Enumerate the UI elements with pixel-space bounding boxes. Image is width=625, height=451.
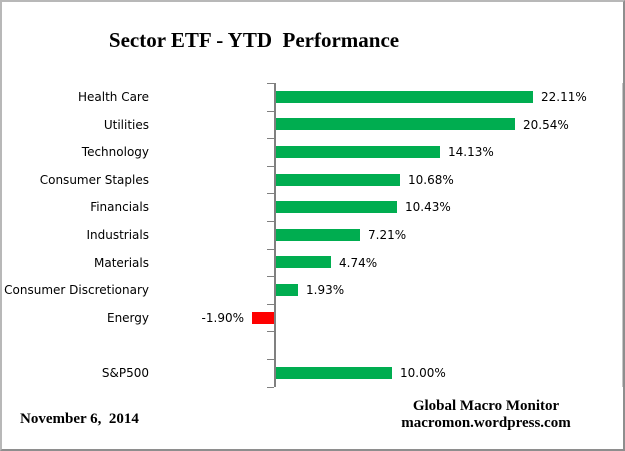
positive-bar (276, 91, 533, 103)
axis-tick (267, 387, 274, 388)
value-label: 7.21% (368, 228, 407, 242)
category-label: Health Care (77, 90, 149, 104)
value-label: 14.13% (448, 145, 494, 159)
positive-bar (276, 118, 515, 130)
positive-bar (276, 146, 440, 158)
axis-tick (267, 304, 274, 305)
footer-date: November 6, 2014 (20, 411, 139, 427)
axis-tick (267, 331, 274, 332)
axis-tick (267, 138, 274, 139)
category-label (2, 331, 149, 359)
positive-bar (276, 201, 397, 213)
value-label: -1.90% (201, 311, 244, 325)
axis-tick (267, 166, 274, 167)
category-label: Utilities (103, 118, 149, 132)
positive-bar (276, 367, 392, 379)
footer-source-url: macromon.wordpress.com (401, 415, 571, 431)
axis-tick (267, 276, 274, 277)
value-label: 1.93% (306, 283, 345, 297)
category-label: Energy (106, 311, 149, 325)
category-label: Materials (93, 256, 149, 270)
positive-bar (276, 174, 400, 186)
axis-tick (267, 221, 274, 222)
value-label: 4.74% (339, 256, 378, 270)
plot-right-border (622, 83, 623, 387)
value-label: 10.43% (405, 200, 451, 214)
positive-bar (276, 284, 298, 296)
value-label: 10.00% (400, 366, 446, 380)
category-label: Industrials (86, 228, 149, 242)
value-label: 20.54% (523, 118, 569, 132)
positive-bar (276, 229, 360, 241)
category-axis-line (274, 83, 276, 387)
axis-tick (267, 193, 274, 194)
chart-title: Sector ETF - YTD Performance (108, 28, 400, 52)
value-label: 10.68% (408, 173, 454, 187)
value-label: 22.11% (541, 90, 587, 104)
category-label: Consumer Staples (39, 173, 149, 187)
axis-tick (267, 83, 274, 84)
axis-tick (267, 359, 274, 360)
positive-bar (276, 256, 331, 268)
axis-tick (267, 111, 274, 112)
footer-source: Global Macro Monitor macromon.wordpress.… (356, 398, 616, 432)
axis-tick (267, 249, 274, 250)
category-label: Financials (90, 200, 149, 214)
category-label: Technology (81, 145, 149, 159)
footer-source-name: Global Macro Monitor (412, 398, 560, 414)
negative-bar (252, 312, 274, 324)
category-label: Consumer Discretionary (4, 283, 149, 297)
category-label: S&P500 (101, 366, 149, 380)
